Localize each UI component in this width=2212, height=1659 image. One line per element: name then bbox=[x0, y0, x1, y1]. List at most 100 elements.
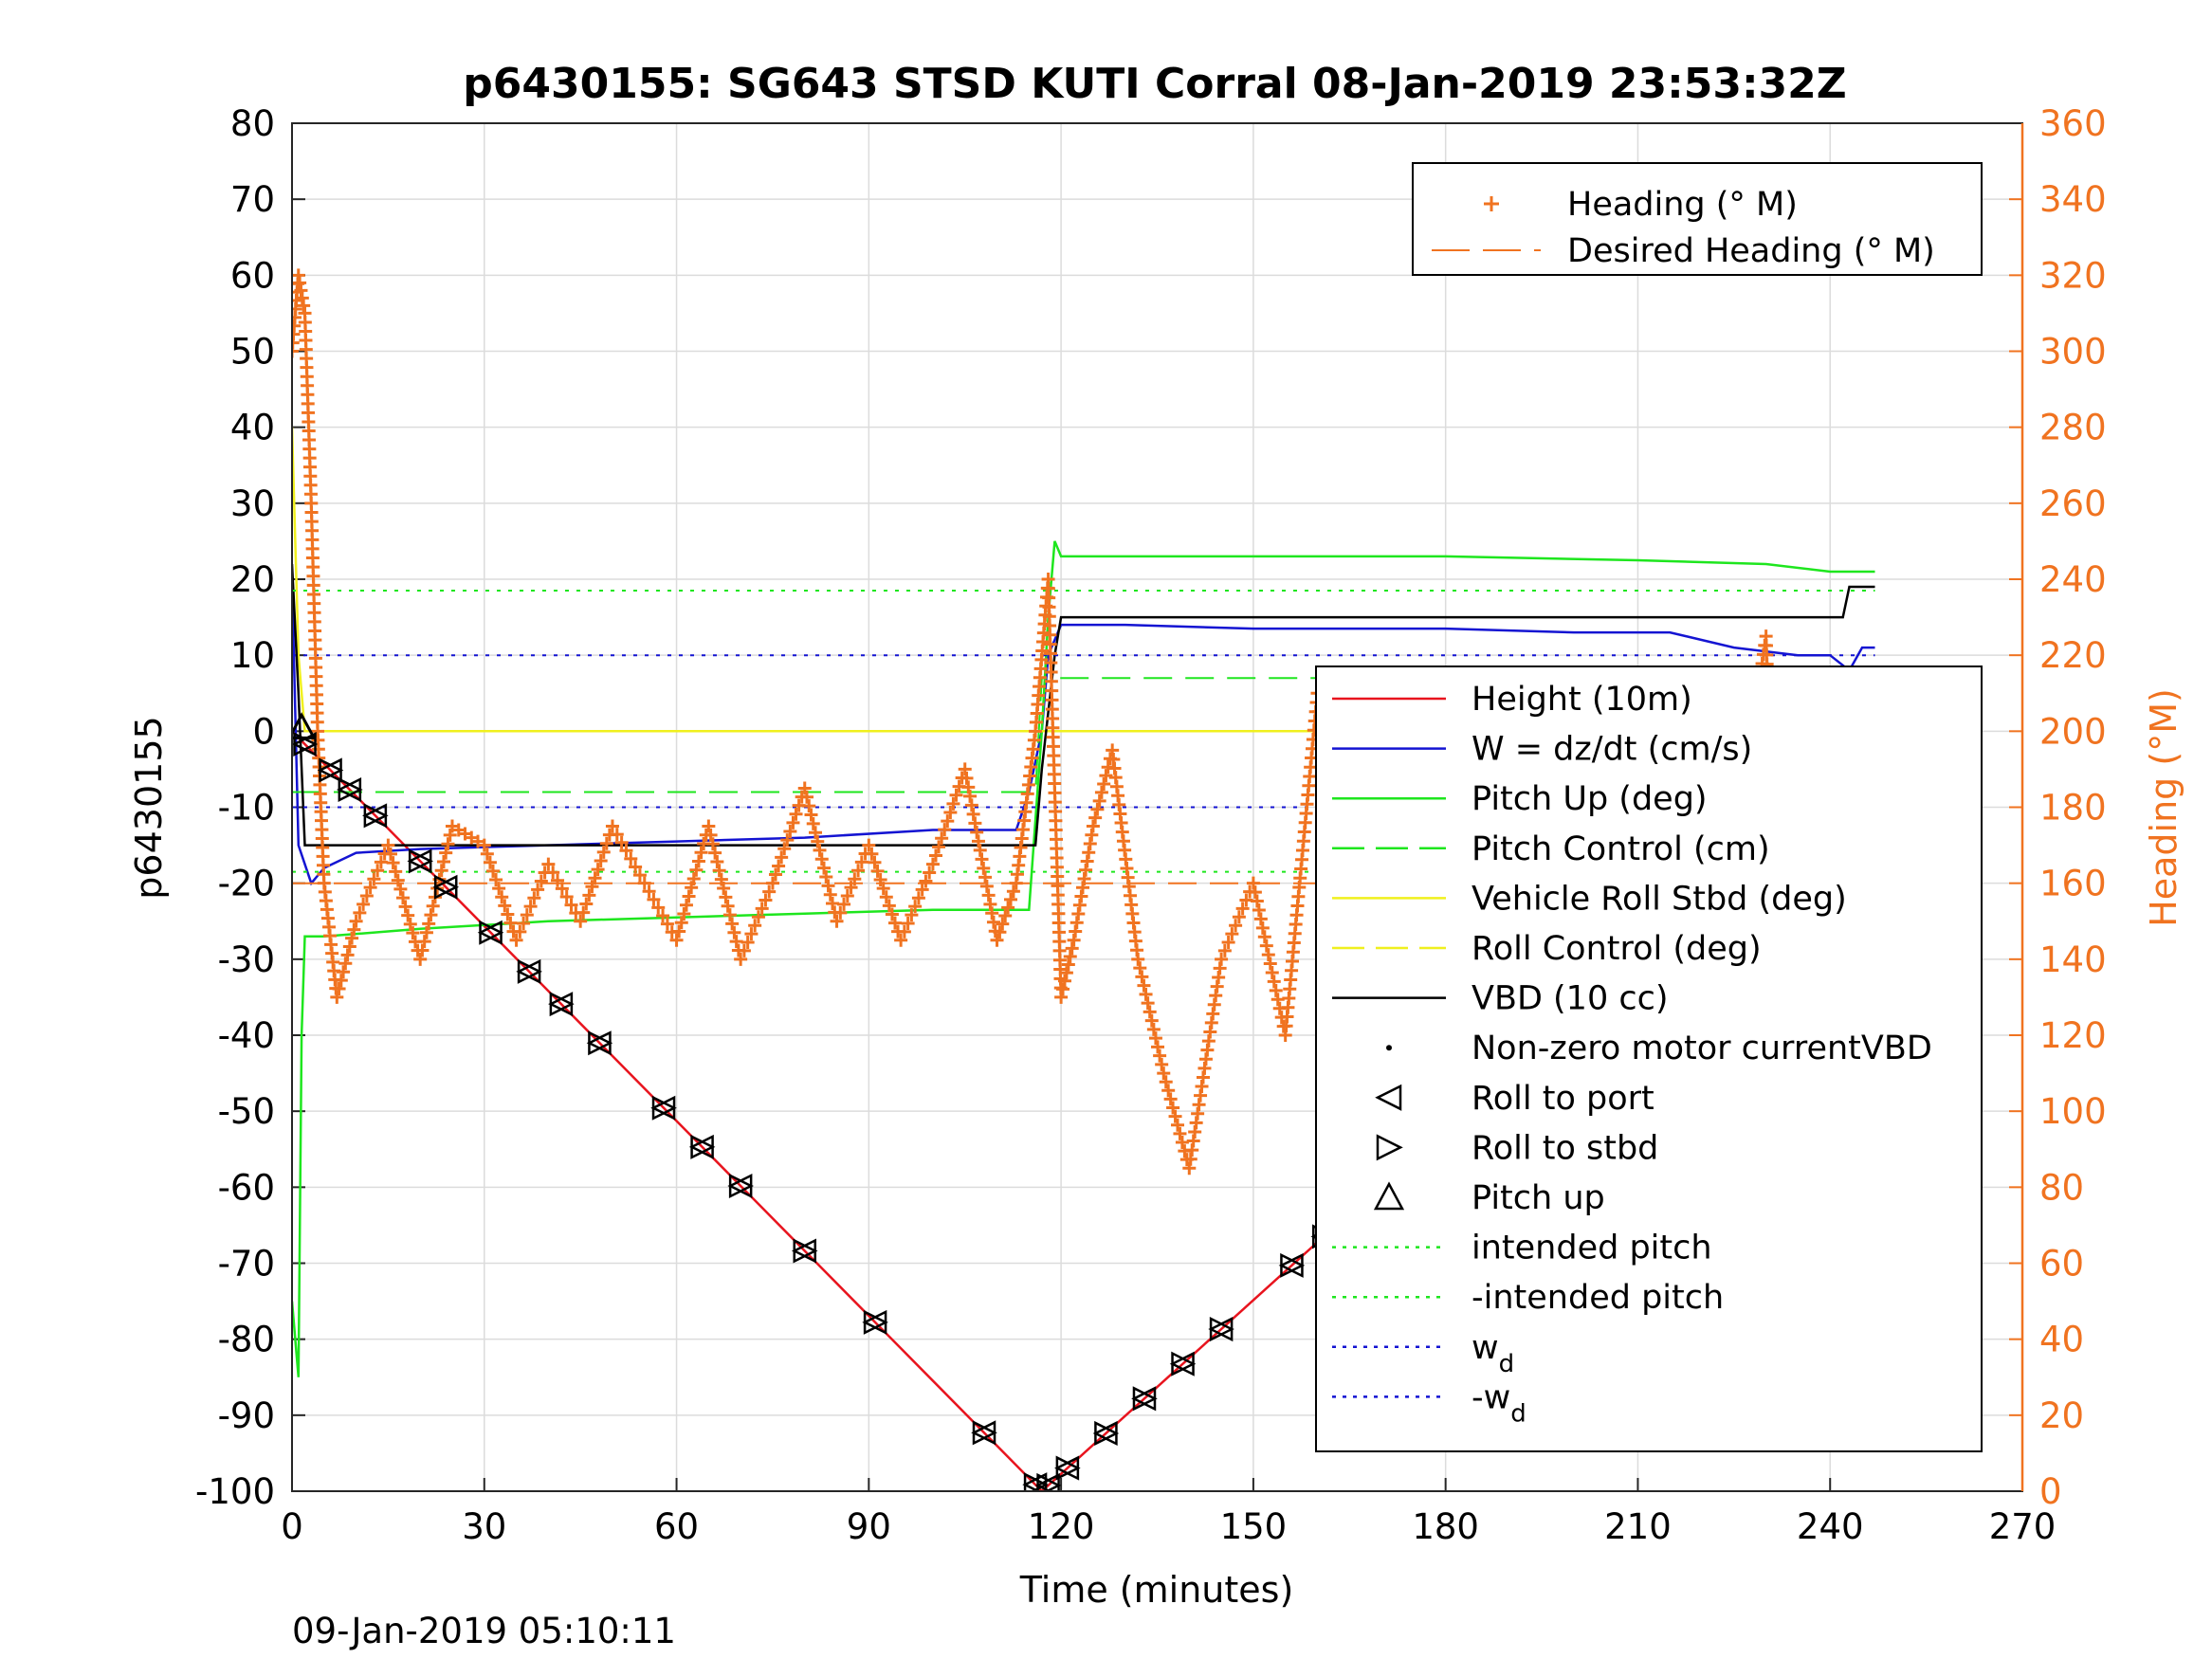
heading-point bbox=[391, 873, 405, 887]
x-tick-label: 60 bbox=[654, 1506, 699, 1547]
heading-point bbox=[424, 908, 438, 922]
legend-main-label-text: Vehicle Roll Stbd (deg) bbox=[1472, 880, 1847, 918]
heading-point bbox=[734, 952, 748, 966]
heading-point bbox=[436, 854, 450, 868]
heading-point bbox=[870, 864, 885, 878]
heading-point bbox=[762, 884, 777, 899]
heading-point bbox=[979, 879, 994, 893]
roll-to-stbd-marker bbox=[793, 1238, 818, 1264]
heading-point bbox=[1151, 1040, 1165, 1054]
y2-tick-label: 160 bbox=[2039, 864, 2107, 904]
heading-point bbox=[534, 874, 548, 888]
x-tick-label: 210 bbox=[1604, 1506, 1672, 1547]
heading-point bbox=[710, 854, 724, 868]
legend-main-label: Pitch up bbox=[1472, 1179, 1605, 1217]
legend-heading: Heading (° M) Desired Heading (° M) bbox=[1412, 162, 1983, 276]
legend-main-label: intended pitch bbox=[1472, 1230, 1712, 1267]
roll-marker bbox=[516, 958, 542, 984]
heading-point bbox=[480, 847, 494, 861]
heading-point bbox=[973, 843, 987, 857]
y-axis-ticks: 80 70 60 50 40 30 20 10 0 -10 -20 -30 -40 -50 -60 -70 -8… bbox=[195, 103, 305, 1512]
legend-main-label: VBD (10 cc) bbox=[1472, 980, 1669, 1018]
heading-point bbox=[797, 781, 812, 795]
heading-point bbox=[689, 863, 704, 877]
heading-point bbox=[737, 943, 751, 957]
heading-point bbox=[679, 898, 693, 912]
heading-point bbox=[1069, 916, 1084, 930]
y-tick-label: 30 bbox=[230, 483, 275, 524]
heading-point bbox=[905, 908, 919, 922]
heading-point bbox=[1265, 965, 1279, 979]
legend-heading-box bbox=[1412, 162, 1983, 276]
roll-to-stbd-marker bbox=[728, 1173, 754, 1198]
heading-point bbox=[334, 974, 348, 988]
heading-point bbox=[415, 943, 430, 957]
heading-point bbox=[1163, 1092, 1178, 1106]
y2-tick-label: 200 bbox=[2039, 711, 2107, 752]
heading-point bbox=[591, 863, 605, 877]
y2-tick-label: 180 bbox=[2039, 788, 2107, 829]
legend-main-label: W = dz/dt (cm/s) bbox=[1472, 731, 1752, 769]
heading-point bbox=[422, 917, 436, 931]
heading-point bbox=[799, 790, 814, 804]
heading-point bbox=[1139, 987, 1153, 1001]
heading-point bbox=[1075, 881, 1089, 895]
heading-point bbox=[923, 866, 937, 880]
roll-to-stbd-marker bbox=[588, 1030, 613, 1056]
heading-point bbox=[682, 889, 696, 903]
heading-point bbox=[1217, 943, 1232, 957]
roll-marker bbox=[362, 803, 389, 829]
heading-point bbox=[1221, 936, 1235, 950]
heading-point bbox=[993, 925, 1007, 939]
legend-main-label-text: Pitch up bbox=[1472, 1179, 1605, 1217]
y-tick-label: -60 bbox=[218, 1167, 275, 1208]
heading-point bbox=[755, 902, 769, 916]
heading-point bbox=[1146, 1022, 1161, 1036]
heading-point bbox=[1131, 952, 1145, 966]
heading-point bbox=[582, 888, 596, 902]
heading-point bbox=[802, 799, 816, 813]
legend-main-label: -wd bbox=[1472, 1378, 1526, 1428]
roll-to-stbd-marker bbox=[651, 1095, 677, 1121]
heading-point bbox=[981, 888, 996, 902]
heading-point bbox=[395, 891, 410, 905]
heading-point bbox=[642, 884, 656, 899]
heading-point bbox=[596, 845, 611, 859]
heading-point bbox=[674, 916, 688, 930]
heading-point bbox=[935, 831, 949, 846]
heading-point bbox=[513, 924, 527, 939]
heading-point bbox=[413, 952, 428, 966]
heading-point bbox=[769, 867, 783, 882]
roll-marker bbox=[971, 1420, 997, 1446]
roll-marker bbox=[1092, 1420, 1120, 1446]
y-tick-label: -20 bbox=[218, 864, 275, 904]
y2-tick-label: 360 bbox=[2039, 103, 2107, 144]
heading-point bbox=[837, 897, 851, 911]
heading-point bbox=[359, 889, 374, 903]
y2-tick-label: 240 bbox=[2039, 559, 2107, 600]
x-tick-label: 270 bbox=[1989, 1506, 2057, 1547]
heading-point bbox=[691, 854, 705, 868]
pitch-up-marker bbox=[292, 712, 317, 739]
legend-symbol bbox=[1386, 1045, 1392, 1051]
heading-point bbox=[1057, 974, 1071, 988]
legend-main-label: Roll to stbd bbox=[1472, 1129, 1658, 1167]
heading-point bbox=[1148, 1031, 1162, 1046]
heading-point bbox=[809, 826, 823, 840]
heading-point bbox=[830, 914, 844, 928]
heading-point bbox=[968, 816, 982, 830]
heading-point bbox=[389, 865, 403, 879]
heading-point bbox=[1161, 1084, 1176, 1098]
roll-marker bbox=[477, 920, 504, 945]
heading-point bbox=[1092, 793, 1106, 808]
y-tick-label: 10 bbox=[230, 635, 275, 676]
roll-to-stbd-marker bbox=[1023, 1472, 1049, 1491]
heading-point bbox=[949, 788, 963, 802]
y2-tick-label: 80 bbox=[2039, 1167, 2084, 1208]
heading-point bbox=[932, 840, 946, 854]
heading-point bbox=[356, 897, 371, 911]
legend-main-label-text: Pitch Control (cm) bbox=[1472, 830, 1770, 868]
heading-point bbox=[1144, 1013, 1159, 1028]
heading-point bbox=[943, 805, 958, 819]
legend-main-label-text: -intended pitch bbox=[1472, 1279, 1724, 1317]
